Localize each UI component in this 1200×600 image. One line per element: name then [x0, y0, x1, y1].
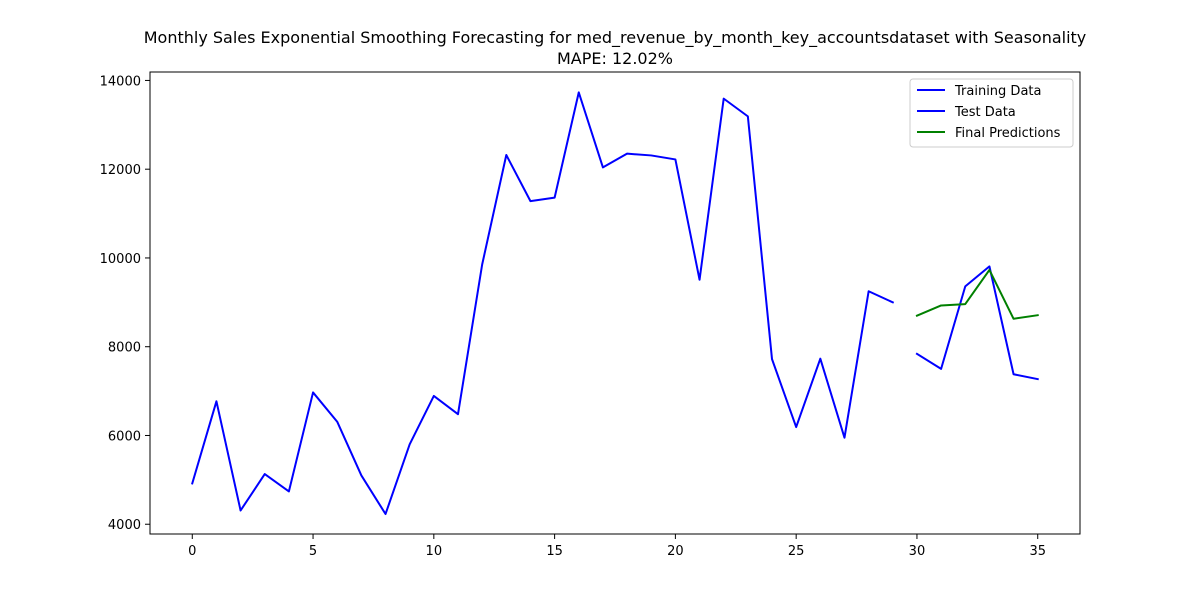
chart-subtitle: MAPE: 12.02% — [557, 49, 673, 68]
x-tick-label: 35 — [1029, 544, 1046, 559]
legend-label-2: Final Predictions — [955, 126, 1061, 141]
x-tick-label: 0 — [188, 544, 196, 559]
chart-title: Monthly Sales Exponential Smoothing Fore… — [144, 28, 1087, 48]
legend: Training Data Test Data Final Predictions — [909, 78, 1074, 148]
y-tick-label: 6000 — [108, 429, 141, 444]
series-line-1 — [915, 265, 1039, 381]
y-tick-label: 12000 — [100, 163, 141, 178]
x-tick-label: 10 — [426, 544, 443, 559]
legend-label-0: Training Data — [954, 84, 1041, 99]
y-tick-label: 4000 — [108, 518, 141, 533]
x-tick-label: 20 — [667, 544, 684, 559]
x-tick-label: 15 — [546, 544, 563, 559]
x-tick-label: 30 — [909, 544, 926, 559]
series-line-2 — [915, 268, 1039, 320]
y-tick-label: 14000 — [100, 74, 141, 89]
series-line-0 — [191, 91, 895, 516]
legend-label-1: Test Data — [954, 105, 1016, 120]
y-tick-label: 8000 — [108, 341, 141, 356]
y-tick-label: 10000 — [100, 252, 141, 267]
plot-area: 0 5 10 15 20 25 30 35 4000 6000 8000 10000 12000 1400… — [100, 71, 1081, 559]
x-tick-label: 25 — [788, 544, 805, 559]
x-tick-label: 5 — [309, 544, 317, 559]
axes-frame — [149, 71, 1081, 535]
legend-box — [909, 78, 1074, 148]
